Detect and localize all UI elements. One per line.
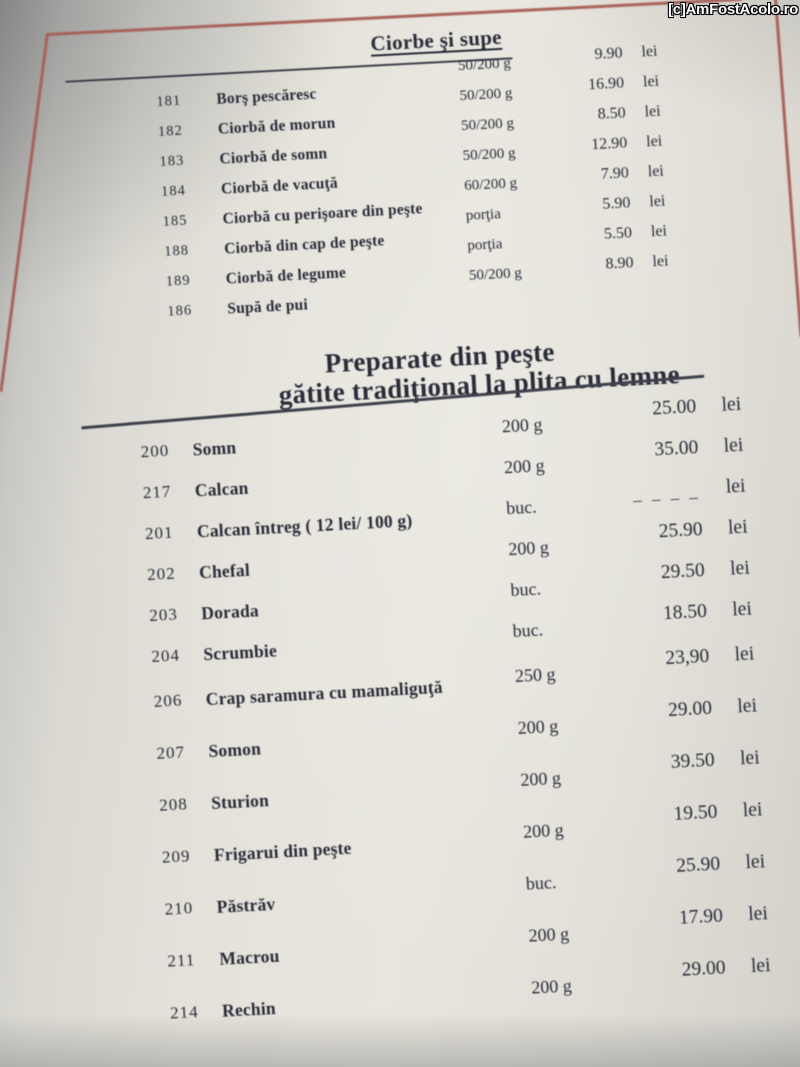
item-number: 217 (142, 481, 172, 503)
price-unit: lei (648, 192, 666, 211)
item-number: 189 (165, 272, 192, 290)
item-name: Somon (207, 738, 262, 762)
item-number: 214 (169, 1002, 200, 1023)
item-price: 25.00 lei (491, 394, 742, 429)
price-unit: lei (750, 955, 772, 978)
page-border-left (0, 32, 49, 393)
price-unit: lei (650, 222, 668, 241)
item-name: Păstrăv (216, 893, 276, 917)
price-value: 25.00 (651, 396, 697, 420)
item-number: 181 (156, 92, 182, 111)
item-number: 206 (153, 690, 183, 711)
item-number: 209 (161, 846, 191, 867)
item-number: 186 (167, 302, 193, 320)
price-unit: lei (647, 162, 665, 181)
item-name: Calcan (194, 477, 249, 501)
price-unit: lei (721, 393, 742, 416)
item-number: 207 (156, 742, 186, 763)
price-unit: lei (725, 475, 746, 498)
item-name: Supă de pui (226, 296, 309, 318)
item-name: Dorada (200, 600, 260, 624)
menu-page: Ciorbe şi supe 181 Borş pescăresc 50/200… (40, 0, 789, 1060)
price-unit: lei (739, 747, 761, 770)
item-number: 203 (148, 604, 179, 626)
item-number: 188 (163, 242, 190, 260)
price-unit: lei (644, 102, 662, 121)
soups-item-list: 181 Borş pescăresc 50/200 g 9.90 lei 182 … (44, 43, 751, 340)
watermark-text: [c]AmFostAcolo.ro (668, 1, 798, 18)
item-number: 208 (158, 794, 189, 815)
price-unit: lei (747, 903, 769, 926)
page-border-right (774, 0, 800, 338)
item-name: Macrou (218, 945, 280, 969)
item-name: Scrumbie (202, 640, 278, 665)
price-value: – – – – (632, 487, 702, 510)
item-name: Chefal (198, 559, 251, 583)
item-number: 185 (162, 212, 188, 230)
item-number: 202 (146, 563, 177, 585)
item-number: 184 (160, 182, 187, 200)
item-name: Somn (192, 437, 237, 460)
price-unit: lei (727, 516, 749, 539)
price-unit: lei (745, 851, 766, 874)
item-number: 201 (144, 522, 174, 544)
item-number: 210 (164, 898, 194, 919)
item-name: Rechin (221, 998, 277, 1021)
price-unit: lei (734, 643, 755, 666)
price-unit: lei (645, 132, 663, 151)
price-unit: lei (652, 252, 669, 271)
item-number: 182 (157, 122, 184, 140)
item-number: 204 (150, 645, 181, 667)
price-unit: lei (742, 799, 763, 822)
fish-item-list: 200 Somn 200 g 25.00 lei 217 Calcan 200 g… (62, 394, 788, 1060)
item-number: 183 (159, 152, 185, 170)
item-name: Sturion (210, 790, 270, 814)
price-unit: lei (641, 42, 658, 61)
price-unit: lei (642, 72, 660, 91)
item-name: Borş pescăresc (215, 85, 317, 108)
price-unit: lei (731, 598, 753, 621)
item-number: 211 (166, 950, 196, 971)
price-unit: lei (729, 557, 751, 580)
price-unit: lei (736, 695, 758, 718)
item-number: 200 (140, 440, 170, 462)
price-unit: lei (723, 434, 744, 457)
